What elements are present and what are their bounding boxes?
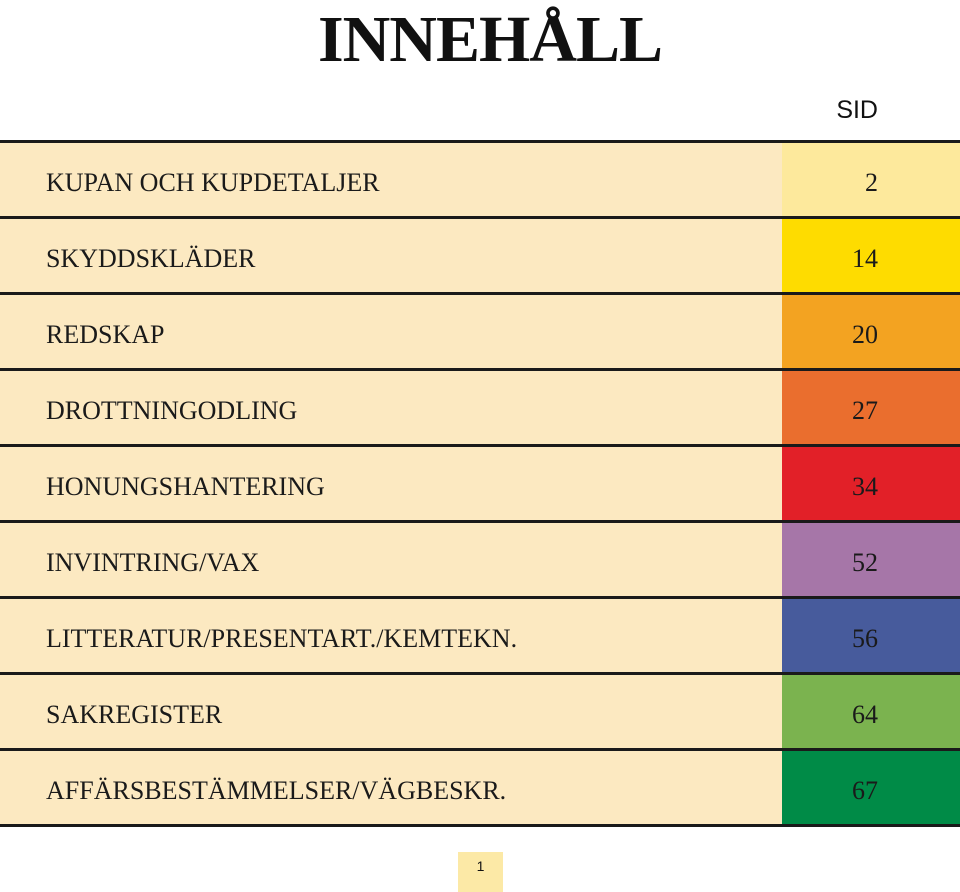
toc-row-skyddsklader[interactable]: SKYDDSKLÄDER 14 <box>0 216 960 292</box>
toc-label: SKYDDSKLÄDER <box>46 244 256 273</box>
toc-row-invintring-vax[interactable]: INVINTRING/VAX 52 <box>0 520 960 596</box>
toc-label: HONUNGSHANTERING <box>46 472 325 501</box>
toc-page-number: 2 <box>865 168 878 197</box>
toc-page-number: 52 <box>852 548 878 577</box>
toc-label: REDSKAP <box>46 320 165 349</box>
toc-label: AFFÄRSBESTÄMMELSER/VÄGBESKR. <box>46 776 507 805</box>
section-color-tab: 64 <box>782 675 960 748</box>
toc-label: DROTTNINGODLING <box>46 396 298 425</box>
toc-label: SAKREGISTER <box>46 700 223 729</box>
toc-page-number: 34 <box>852 472 878 501</box>
toc-label: KUPAN OCH KUPDETALJER <box>46 168 380 197</box>
section-color-tab: 14 <box>782 219 960 292</box>
toc-row-redskap[interactable]: REDSKAP 20 <box>0 292 960 368</box>
section-color-tab: 2 <box>782 143 960 216</box>
toc-row-affarsbestammelser[interactable]: AFFÄRSBESTÄMMELSER/VÄGBESKR. 67 <box>0 748 960 827</box>
toc-row-drottningodling[interactable]: DROTTNINGODLING 27 <box>0 368 960 444</box>
toc-page-number: 56 <box>852 624 878 653</box>
toc-row-kupan[interactable]: KUPAN OCH KUPDETALJER 2 <box>0 140 960 216</box>
table-of-contents: KUPAN OCH KUPDETALJER 2 SKYDDSKLÄDER 14 … <box>0 140 960 827</box>
toc-label: LITTERATUR/PRESENTART./KEMTEKN. <box>46 624 518 653</box>
page-title: INNEHÅLL <box>317 3 663 76</box>
toc-row-litteratur[interactable]: LITTERATUR/PRESENTART./KEMTEKN. 56 <box>0 596 960 672</box>
page-column-header: SID <box>836 96 878 124</box>
toc-page-number: 64 <box>852 700 878 729</box>
toc-page-number: 67 <box>852 776 878 805</box>
toc-row-sakregister[interactable]: SAKREGISTER 64 <box>0 672 960 748</box>
section-color-tab: 20 <box>782 295 960 368</box>
toc-page-number: 20 <box>852 320 878 349</box>
section-color-tab: 67 <box>782 751 960 824</box>
footer-page-number: 1 <box>458 852 503 892</box>
toc-page-number: 14 <box>852 244 878 273</box>
toc-label: INVINTRING/VAX <box>46 548 260 577</box>
section-color-tab: 52 <box>782 523 960 596</box>
toc-page-number: 27 <box>852 396 878 425</box>
toc-row-honungshantering[interactable]: HONUNGSHANTERING 34 <box>0 444 960 520</box>
section-color-tab: 34 <box>782 447 960 520</box>
section-color-tab: 27 <box>782 371 960 444</box>
section-color-tab: 56 <box>782 599 960 672</box>
